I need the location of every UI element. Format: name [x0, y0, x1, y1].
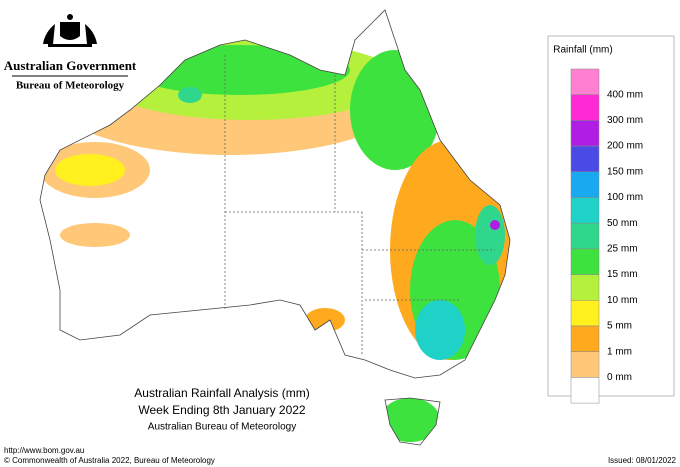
- legend-title: Rainfall (mm): [553, 45, 612, 56]
- legend-frame: [547, 35, 675, 397]
- footer-copyright: © Commonwealth of Australia 2022, Bureau…: [4, 456, 215, 465]
- footer-url: http://www.bom.gov.au: [4, 446, 84, 455]
- legend-label: 300 mm: [607, 115, 643, 126]
- legend-label: 150 mm: [607, 166, 643, 177]
- legend-swatch: [570, 145, 600, 173]
- legend-swatch: [570, 351, 600, 378]
- legend-label: 0 mm: [607, 372, 632, 383]
- legend-swatch: [570, 120, 600, 147]
- legend-label: 200 mm: [607, 141, 643, 152]
- legend-label: 5 mm: [607, 321, 632, 332]
- legend-label: 50 mm: [607, 218, 638, 229]
- crest: [43, 14, 97, 47]
- legend-label: 15 mm: [607, 269, 638, 280]
- legend: 400 mm 300 mm 200 mm 150 mm 100 mm 50 mm 25 mm…: [570, 68, 643, 404]
- legend-swatch: [570, 274, 600, 301]
- legend-swatch: [570, 171, 600, 198]
- caption: Week Ending 8th January 2022: [138, 403, 306, 417]
- legend-swatch: [570, 222, 600, 250]
- legend-label: 400 mm: [607, 89, 643, 100]
- legend-swatch: [570, 197, 600, 224]
- government-name: Australian Government: [4, 58, 137, 73]
- footer-issued: Issued: 08/01/2022: [608, 456, 677, 465]
- legend-swatch: [570, 300, 600, 327]
- legend-swatch: [570, 248, 600, 275]
- map-outline: [39, 9, 511, 446]
- legend-swatch: [570, 325, 600, 352]
- legend-label: 25 mm: [607, 244, 638, 255]
- legend-label: 1 mm: [607, 346, 632, 357]
- legend-swatch: [570, 377, 600, 404]
- legend-label: 100 mm: [607, 192, 643, 203]
- caption: Australian Bureau of Meteorology: [148, 422, 296, 433]
- legend-swatch: [570, 94, 600, 121]
- agency-name: Bureau of Meteorology: [16, 80, 125, 92]
- legend-label: 10 mm: [607, 295, 638, 306]
- legend-swatch: [570, 68, 600, 95]
- caption: Australian Rainfall Analysis (mm): [134, 386, 309, 400]
